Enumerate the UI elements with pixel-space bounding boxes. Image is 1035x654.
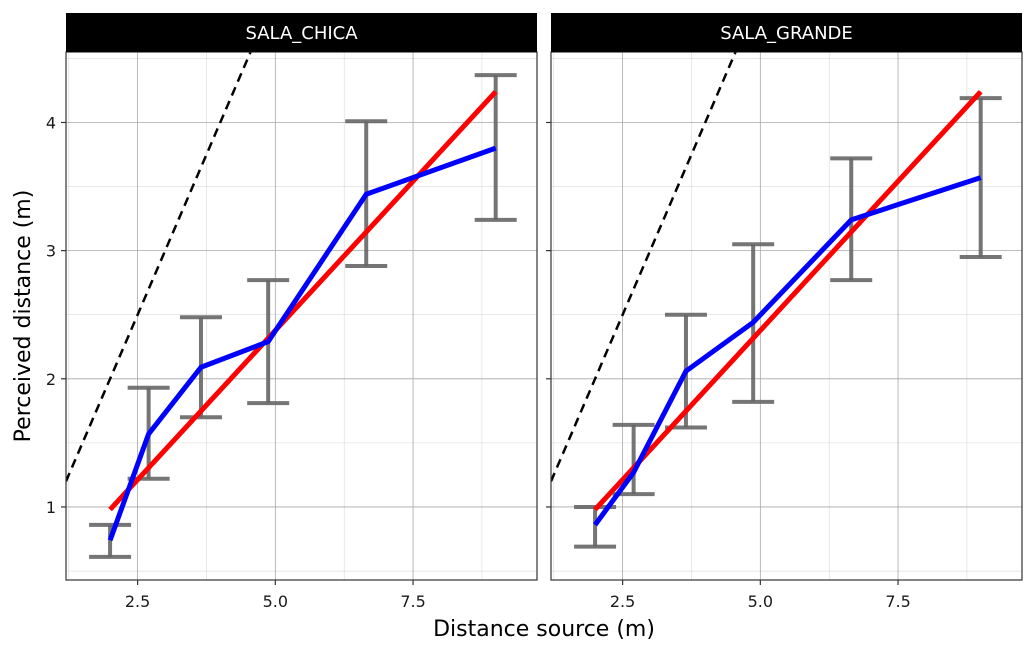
x-tick-label: 7.5: [885, 592, 910, 611]
x-tick-label: 2.5: [125, 592, 150, 611]
mean-line: [593, 175, 982, 527]
facet-strip: [66, 13, 537, 52]
facet-strip: [551, 13, 1022, 52]
error-bar: [474, 73, 517, 222]
panel-sala-grande: SALA_GRANDE 2.5 5.0 7.5: [546, 13, 1023, 611]
identity-line: [66, 52, 252, 482]
y-tick-label: 3: [46, 242, 56, 261]
fit-line: [108, 90, 498, 512]
y-axis-title: Perceived distance (m): [11, 190, 36, 443]
x-tick-label: 7.5: [400, 592, 425, 611]
mean-line: [107, 145, 497, 542]
y-tick-label: 4: [46, 113, 56, 132]
plot-background: [66, 52, 537, 580]
facet-strip-label: SALA_CHICA: [245, 23, 358, 44]
x-tick-label: 2.5: [610, 592, 635, 611]
x-tick-label: 5.0: [748, 592, 773, 611]
x-axis-title: Distance source (m): [433, 617, 655, 642]
plot-content: [66, 52, 517, 559]
panel-sala-chica: SALA_CHICA 2.5 5.0 7.5 1 2 3 4: [46, 13, 538, 611]
plot-background: [551, 52, 1022, 580]
x-tick-label: 5.0: [263, 592, 288, 611]
facet-strip-label: SALA_GRANDE: [720, 23, 853, 44]
error-bar: [89, 522, 132, 559]
identity-line: [551, 52, 737, 482]
y-tick-label: 1: [46, 498, 56, 517]
plot-content: [551, 52, 1002, 549]
fit-line: [593, 90, 983, 512]
y-tick-label: 2: [46, 370, 56, 389]
